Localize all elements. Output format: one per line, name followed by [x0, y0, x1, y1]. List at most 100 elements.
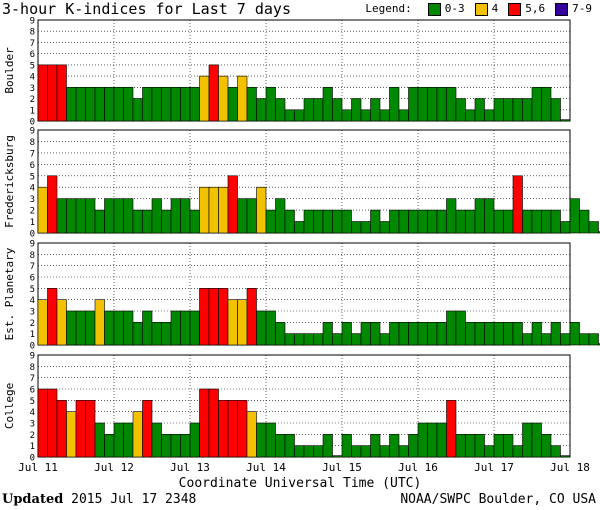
- k-index-bar: [379, 333, 390, 346]
- k-index-bar: [332, 209, 343, 234]
- k-index-bar: [322, 209, 333, 234]
- k-index-bar: [389, 87, 400, 122]
- k-index-bar: [85, 310, 96, 346]
- k-index-bar: [227, 87, 238, 122]
- y-tick-label: 1: [30, 106, 35, 116]
- k-index-bar: [208, 288, 219, 346]
- k-index-bar: [541, 434, 552, 458]
- k-index-bar: [180, 310, 191, 346]
- k-index-bar: [180, 434, 191, 458]
- k-index-bar: [151, 422, 162, 458]
- y-tick-label: 2: [30, 207, 35, 217]
- k-index-bar: [227, 400, 238, 458]
- k-index-bar: [579, 333, 590, 346]
- k-index-bar: [142, 209, 153, 234]
- station-label: Est. Planetary: [3, 247, 16, 340]
- k-index-bar: [189, 310, 200, 346]
- k-index-bar: [56, 64, 67, 122]
- k-index-bar: [436, 322, 447, 346]
- k-index-bar: [199, 186, 210, 234]
- k-index-bar: [322, 87, 333, 122]
- k-index-bar: [484, 445, 495, 458]
- y-tick-label: 0: [30, 454, 35, 464]
- k-index-bar: [94, 209, 105, 234]
- legend-item-7-9: 7-9: [572, 2, 592, 15]
- k-index-bar: [265, 209, 276, 234]
- k-index-bar: [161, 322, 172, 346]
- k-index-bar: [246, 411, 257, 458]
- k-index-bar: [47, 388, 58, 458]
- k-index-bar: [189, 422, 200, 458]
- k-index-bar: [132, 322, 143, 346]
- k-index-bar: [66, 411, 77, 458]
- k-index-bar: [208, 186, 219, 234]
- k-index-bar: [275, 98, 286, 122]
- k-index-bar: [417, 322, 428, 346]
- k-index-bar: [341, 434, 352, 458]
- y-tick-label: 6: [30, 386, 35, 396]
- k-index-bar: [246, 198, 257, 234]
- k-index-bar: [75, 87, 86, 122]
- station-label: Fredericksburg: [3, 135, 16, 228]
- k-index-bar: [85, 198, 96, 234]
- k-index-bar: [180, 87, 191, 122]
- k-index-bar: [408, 209, 419, 234]
- k-index-bar: [170, 434, 181, 458]
- k-index-bar: [493, 209, 504, 234]
- k-index-bar: [455, 98, 466, 122]
- k-index-bar: [237, 299, 248, 346]
- k-index-bar: [579, 209, 590, 234]
- k-index-bar: [94, 299, 105, 346]
- k-index-bar: [389, 209, 400, 234]
- k-index-bar: [123, 422, 134, 458]
- k-index-bar: [208, 64, 219, 122]
- y-tick-label: 1: [30, 218, 35, 228]
- y-tick-label: 9: [30, 352, 35, 362]
- updated-timestamp: Updated 2015 Jul 17 2348: [2, 492, 196, 507]
- k-index-bar: [474, 98, 485, 122]
- k-index-bar: [379, 109, 390, 122]
- k-index-bar: [142, 400, 153, 458]
- k-index-bar: [265, 87, 276, 122]
- y-tick-label: 5: [30, 172, 35, 182]
- k-index-bar: [598, 343, 600, 346]
- x-axis-title: Coordinate Universal Time (UTC): [178, 476, 422, 491]
- k-index-bar: [161, 434, 172, 458]
- k-index-bar: [218, 400, 229, 458]
- k-index-bar: [180, 198, 191, 234]
- k-index-bar: [56, 299, 67, 346]
- k-index-bar: [275, 198, 286, 234]
- k-index-bar: [427, 322, 438, 346]
- y-tick-label: 0: [30, 230, 35, 240]
- k-index-bar: [256, 186, 267, 234]
- k-index-bar: [417, 209, 428, 234]
- k-index-bar: [522, 333, 533, 346]
- k-index-bar: [284, 434, 295, 458]
- k-index-bar: [170, 198, 181, 234]
- x-tick-label: Jul 16: [398, 461, 438, 474]
- k-index-bar: [56, 198, 67, 234]
- k-index-bar: [151, 198, 162, 234]
- k-index-bar: [531, 422, 542, 458]
- y-tick-label: 5: [30, 61, 35, 71]
- k-index-bar: [541, 209, 552, 234]
- y-tick-label: 2: [30, 95, 35, 105]
- k-index-bar: [199, 288, 210, 346]
- k-index-bar: [322, 434, 333, 458]
- k-index-bar: [436, 87, 447, 122]
- k-index-bar: [246, 288, 257, 346]
- k-index-bar: [113, 198, 124, 234]
- k-index-bar: [113, 87, 124, 122]
- legend-label: Legend:: [365, 2, 412, 15]
- k-index-bar: [294, 333, 305, 346]
- k-index-bar: [313, 445, 324, 458]
- k-index-bar: [313, 209, 324, 234]
- k-index-bar: [275, 434, 286, 458]
- k-index-bar: [484, 109, 495, 122]
- k-index-bar: [493, 322, 504, 346]
- y-tick-label: 5: [30, 285, 35, 295]
- k-index-bar: [465, 209, 476, 234]
- y-tick-label: 0: [30, 342, 35, 352]
- k-index-bar: [313, 98, 324, 122]
- y-tick-label: 9: [30, 127, 35, 137]
